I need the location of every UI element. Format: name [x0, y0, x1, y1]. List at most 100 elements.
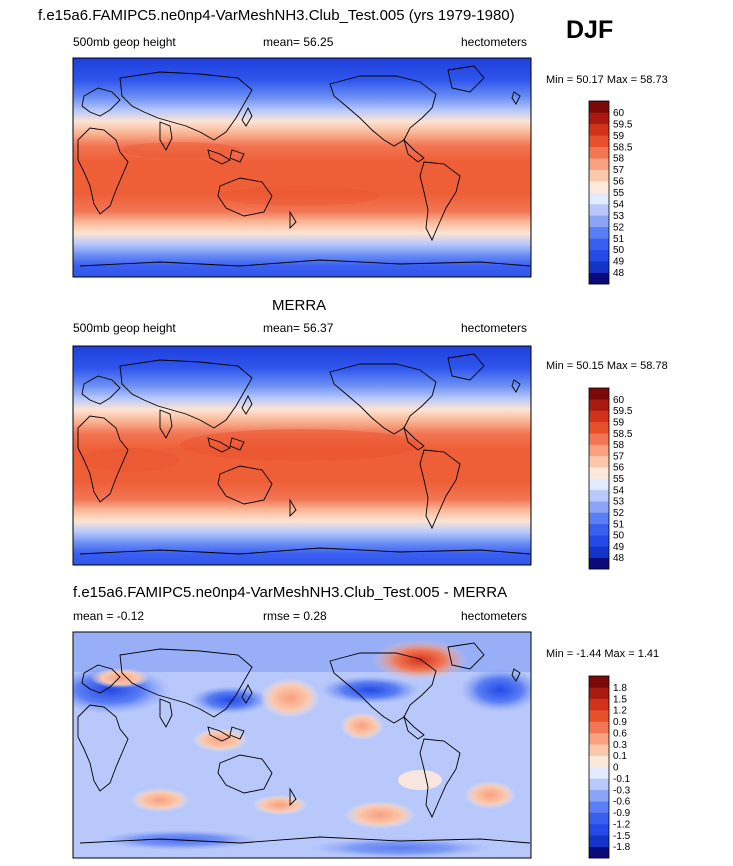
- panel2-left-label: 500mb geop height: [73, 321, 176, 335]
- colorbar-swatch: [589, 169, 609, 182]
- colorbar-swatch: [589, 767, 609, 779]
- panel2-mean-label: mean= 56.37: [263, 321, 334, 335]
- colorbar-swatch: [589, 710, 609, 722]
- colorbar-swatch: [589, 789, 609, 802]
- colorbar-tick-label: 53: [613, 211, 625, 222]
- colorbar-tick-label: 59: [613, 417, 625, 428]
- colorbar-swatch: [589, 835, 609, 847]
- colorbar-tick-label: 57: [613, 451, 625, 462]
- colorbar-swatch: [589, 158, 609, 170]
- colorbar-swatch: [589, 215, 609, 228]
- colorbar-tick-label: 0: [613, 763, 619, 774]
- colorbar-swatch: [589, 812, 609, 825]
- colorbar-swatch: [589, 467, 609, 479]
- colorbar-swatch: [589, 732, 609, 745]
- colorbar-swatch: [589, 203, 609, 216]
- colorbar-tick-label: 49: [613, 542, 625, 553]
- colorbar-tick-label: 58: [613, 440, 625, 451]
- colorbar-tick-label: 54: [613, 485, 625, 496]
- colorbar-swatch: [589, 399, 609, 411]
- colorbar-tick-label: 55: [613, 188, 625, 199]
- colorbar-swatch: [589, 698, 609, 711]
- colorbar-tick-label: 0.1: [613, 751, 627, 762]
- panel3-title: f.e15a6.FAMIPC5.ne0np4-VarMeshNH3.Club_T…: [73, 584, 508, 601]
- colorbar-tick-label: 57: [613, 165, 625, 176]
- colorbar-swatch: [589, 261, 609, 273]
- colorbar-swatch: [589, 557, 609, 570]
- panel3-minmax: Min = -1.44 Max = 1.41: [546, 648, 660, 660]
- colorbar-swatch: [589, 501, 609, 513]
- colorbar-tick-label: 60: [613, 395, 625, 406]
- panel1-left-label: 500mb geop height: [73, 35, 176, 49]
- panel2-title: MERRA: [272, 297, 327, 314]
- colorbar-swatch: [589, 523, 609, 536]
- colorbar-swatch: [589, 546, 609, 558]
- colorbar-swatch: [589, 101, 609, 113]
- colorbar-tick-label: 1.8: [613, 683, 627, 694]
- colorbar-tick-label: 0.6: [613, 728, 627, 739]
- colorbar-tick-label: 50: [613, 245, 625, 256]
- colorbar-tick-label: 59.5: [613, 406, 633, 417]
- colorbar-swatch: [589, 744, 609, 756]
- colorbar-tick-label: -0.9: [613, 808, 631, 819]
- colorbar-frame: [588, 675, 610, 859]
- colorbar-tick-label: 51: [613, 234, 625, 245]
- colorbar-tick-label: -0.6: [613, 797, 631, 808]
- colorbar-swatch: [589, 801, 609, 813]
- panel3-map: [73, 632, 531, 858]
- colorbar-swatch: [589, 535, 609, 547]
- colorbar-tick-label: 0.3: [613, 740, 627, 751]
- colorbar-swatch: [589, 123, 609, 136]
- colorbar-tick-label: 48: [613, 268, 625, 279]
- colorbar-frame: [588, 100, 610, 285]
- colorbar-swatch: [589, 181, 609, 193]
- colorbar-swatch: [589, 226, 609, 239]
- colorbar-tick-label: 55: [613, 474, 625, 485]
- panel3-rmse-label: rmse = 0.28: [263, 609, 327, 623]
- colorbar-swatch: [589, 489, 609, 502]
- panel3-mean-label: mean = -0.12: [73, 609, 145, 623]
- panel1-map: [73, 58, 531, 277]
- colorbar-frame: [588, 387, 610, 570]
- panel3-colorbar: -1.8-1.5-1.2-0.9-0.6-0.3-0.100.10.30.60.…: [588, 675, 631, 859]
- colorbar-swatch: [589, 249, 609, 262]
- colorbar-tick-label: 51: [613, 519, 625, 530]
- colorbar-swatch: [589, 676, 609, 688]
- colorbar-swatch: [589, 112, 609, 125]
- colorbar-tick-label: 49: [613, 257, 625, 268]
- colorbar-swatch: [589, 846, 609, 859]
- colorbar-tick-label: 54: [613, 199, 625, 210]
- colorbar-tick-label: 58.5: [613, 142, 633, 153]
- colorbar-swatch: [589, 478, 609, 491]
- colorbar-swatch: [589, 135, 609, 148]
- colorbar-tick-label: 1.5: [613, 694, 627, 705]
- colorbar-swatch: [589, 192, 609, 205]
- colorbar-tick-label: -0.1: [613, 774, 631, 785]
- colorbar-tick-label: 50: [613, 531, 625, 542]
- colorbar-swatch: [589, 146, 609, 159]
- panel2-units-label: hectometers: [461, 321, 528, 335]
- panel3-units-label: hectometers: [461, 609, 528, 623]
- colorbar-swatch: [589, 721, 609, 734]
- season-label: DJF: [566, 16, 614, 44]
- colorbar-tick-label: 58: [613, 154, 625, 165]
- colorbar-tick-label: 52: [613, 508, 625, 519]
- panel1-mean-label: mean= 56.25: [263, 35, 334, 49]
- colorbar-swatch: [589, 410, 609, 423]
- colorbar-swatch: [589, 755, 609, 768]
- colorbar-tick-label: 48: [613, 553, 625, 564]
- colorbar-tick-label: -1.2: [613, 819, 631, 830]
- colorbar-tick-label: 1.2: [613, 706, 627, 717]
- colorbar-swatch: [589, 421, 609, 434]
- colorbar-swatch: [589, 455, 609, 468]
- colorbar-swatch: [589, 778, 609, 791]
- colorbar-swatch: [589, 687, 609, 700]
- colorbar-swatch: [589, 433, 609, 445]
- colorbar-tick-label: 60: [613, 108, 625, 119]
- colorbar-tick-label: 59.5: [613, 119, 633, 130]
- colorbar-tick-label: -1.8: [613, 842, 631, 853]
- colorbar-swatch: [589, 388, 609, 400]
